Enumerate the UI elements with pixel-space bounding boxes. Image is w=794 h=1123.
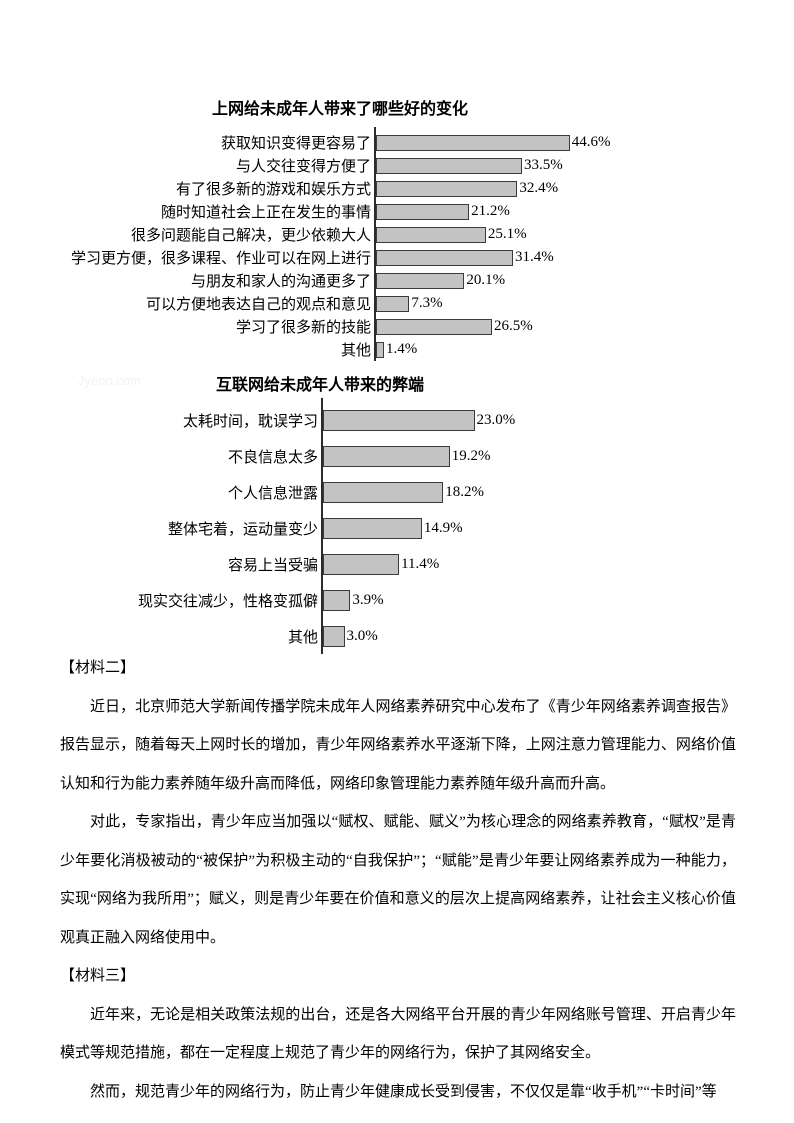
bar-category-label: 与人交往变得方便了: [235, 159, 371, 175]
bar: [376, 272, 465, 289]
bar-category-label: 容易上当受骗: [227, 557, 318, 574]
bar-row: 不良信息太多 19.2%: [60, 438, 700, 474]
bar: [376, 134, 570, 151]
bar-value-label: 3.9%: [352, 591, 384, 608]
bar-row: 整体宅着，运动量变少 14.9%: [60, 510, 700, 546]
bar: [323, 625, 345, 647]
bar-value-label: 25.1%: [487, 226, 527, 242]
bar-row: 获取知识变得更容易了 44.6%: [60, 131, 700, 154]
bar: [323, 553, 400, 575]
materials-text: 【材料二】 近日，北京师范大学新闻传播学院未成年人网络素养研究中心发布了《青少年…: [60, 649, 736, 1111]
bar-row: 随时知道社会上正在发生的事情 21.2%: [60, 200, 700, 223]
bar-category-label: 获取知识变得更容易了: [220, 136, 371, 152]
chart-benefits-title: 上网给未成年人带来了哪些好的变化: [211, 101, 468, 118]
chart-benefits-rows: 获取知识变得更容易了 44.6% 与人交往变得方便了 33.5% 有了很多新的游…: [60, 127, 700, 361]
material-3-paragraph-1: 近年来，无论是相关政策法规的出台，还是各大网络平台开展的青少年网络账号管理、开启…: [60, 1006, 736, 1062]
bar-category-label: 个人信息泄露: [227, 485, 318, 502]
bar-category-label: 随时知道社会上正在发生的事情: [160, 205, 371, 221]
bar-category-label: 很多问题能自己解决，更少依赖大人: [130, 228, 371, 244]
material-3-paragraph-2: 然而，规范青少年的网络行为，防止青少年健康成长受到侵害，不仅仅是靠“收手机”“卡…: [90, 1083, 717, 1100]
bar-value-label: 26.5%: [493, 318, 533, 334]
axis-line: [321, 398, 323, 654]
bar-row: 其他 3.0%: [60, 618, 700, 654]
bar-value-label: 1.4%: [386, 341, 418, 357]
bar-value-label: 18.2%: [445, 483, 485, 500]
bar-category-label: 学习了很多新的技能: [235, 320, 371, 336]
chart-benefits: 上网给未成年人带来了哪些好的变化 获取知识变得更容易了 44.6% 与人交往变得…: [60, 100, 700, 361]
bar-value-label: 31.4%: [515, 249, 554, 265]
bar-value-label: 19.2%: [451, 447, 491, 464]
bar: [376, 249, 514, 266]
bar: [376, 226, 486, 243]
axis-line: [374, 127, 376, 361]
bar-row: 与朋友和家人的沟通更多了 20.1%: [60, 269, 700, 292]
site-watermark: Jyeoo.com: [78, 373, 141, 388]
bar-value-label: 44.6%: [571, 134, 611, 150]
bar-category-label: 不良信息太多: [227, 449, 318, 466]
bar-value-label: 21.2%: [471, 203, 510, 219]
bar-value-label: 23.0%: [476, 411, 516, 428]
bar-category-label: 与朋友和家人的沟通更多了: [190, 274, 371, 290]
bar-value-label: 7.3%: [411, 295, 443, 311]
bar-category-label: 整体宅着，运动量变少: [167, 521, 318, 538]
bar: [323, 517, 422, 539]
material-2-heading: 【材料二】: [60, 660, 136, 676]
bar-category-label: 可以方便地表达自己的观点和意见: [145, 297, 371, 313]
bar: [376, 180, 518, 197]
bar-value-label: 11.4%: [401, 555, 440, 572]
bar: [376, 157, 523, 174]
material-3-heading: 【材料三】: [60, 968, 136, 984]
bar-row: 容易上当受骗 11.4%: [60, 546, 700, 582]
bar: [376, 341, 385, 358]
bar: [376, 203, 470, 220]
chart-drawbacks-title: 互联网给未成年人带来的弊端: [215, 377, 424, 394]
bar-category-label: 其他: [340, 343, 371, 359]
bar: [323, 445, 450, 467]
bar-category-label: 学习更方便，很多课程、作业可以在网上进行: [70, 251, 371, 267]
chart-drawbacks: 互联网给未成年人带来的弊端 太耗时间，耽误学习 23.0% 不良信息太多 19.…: [60, 376, 700, 654]
bar-row: 个人信息泄露 18.2%: [60, 474, 700, 510]
material-2-paragraph-1: 近日，北京师范大学新闻传播学院未成年人网络素养研究中心发布了《青少年网络素养调查…: [60, 698, 736, 792]
bar-value-label: 33.5%: [524, 157, 563, 173]
bar-row: 很多问题能自己解决，更少依赖大人 25.1%: [60, 223, 700, 246]
bar: [323, 481, 444, 503]
bar-row: 学习了很多新的技能 26.5%: [60, 315, 700, 338]
bar-category-label: 其他: [287, 629, 318, 646]
bar-value-label: 14.9%: [423, 519, 463, 536]
chart-drawbacks-rows: 太耗时间，耽误学习 23.0% 不良信息太多 19.2% 个人信息泄露 18.2…: [60, 398, 700, 654]
bar-row: 与人交往变得方便了 33.5%: [60, 154, 700, 177]
bar-row: 可以方便地表达自己的观点和意见 7.3%: [60, 292, 700, 315]
bar: [376, 318, 492, 335]
bar-category-label: 太耗时间，耽误学习: [182, 413, 318, 430]
bar-value-label: 32.4%: [519, 180, 559, 196]
bar-row: 现实交往减少，性格变孤僻 3.9%: [60, 582, 700, 618]
bar-value-label: 20.1%: [466, 272, 506, 288]
bar-category-label: 有了很多新的游戏和娱乐方式: [175, 182, 371, 198]
bar: [376, 295, 410, 312]
bar: [323, 589, 351, 611]
bar-category-label: 现实交往减少，性格变孤僻: [137, 593, 318, 610]
bar-row: 太耗时间，耽误学习 23.0%: [60, 402, 700, 438]
bar-value-label: 3.0%: [346, 627, 378, 644]
bar-row: 其他 1.4%: [60, 338, 700, 361]
bar: [323, 409, 475, 431]
bar-row: 有了很多新的游戏和娱乐方式 32.4%: [60, 177, 700, 200]
material-2-paragraph-2: 对此，专家指出，青少年应当加强以“赋权、赋能、赋义”为核心理念的网络素养教育，“…: [60, 814, 736, 946]
bar-row: 学习更方便，很多课程、作业可以在网上进行 31.4%: [60, 246, 700, 269]
